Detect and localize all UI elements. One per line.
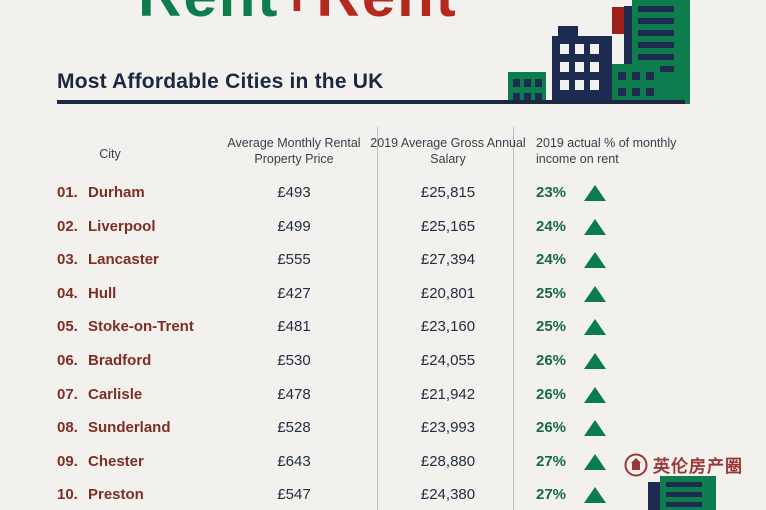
row-salary: £20,801 bbox=[420, 284, 476, 302]
row-city: Preston bbox=[88, 486, 144, 504]
row-city: Carlisle bbox=[88, 385, 143, 403]
row-percent: 27% bbox=[536, 452, 567, 470]
increase-arrow-icon bbox=[584, 319, 606, 336]
row-rent: £481 bbox=[277, 318, 311, 336]
brand-word-1: Rent bbox=[138, 0, 279, 29]
table-row: 04. Hull £427 £20,801 25% bbox=[0, 277, 766, 311]
row-percent: 24% bbox=[536, 217, 567, 235]
row-percent: 25% bbox=[536, 284, 567, 302]
table-row: 01. Durham £493 £25,815 23% bbox=[0, 176, 766, 210]
header-salary: 2019 Average Gross Annual Salary bbox=[370, 136, 526, 167]
table-row: 08. Sunderland £528 £23,993 26% bbox=[0, 411, 766, 445]
header-rent: Average Monthly Rental Property Price bbox=[227, 136, 361, 167]
table-row: 10. Preston £547 £24,380 27% bbox=[0, 478, 766, 510]
increase-arrow-icon bbox=[584, 185, 606, 201]
row-percent: 24% bbox=[536, 251, 567, 269]
row-city: Stoke-on-Trent bbox=[88, 318, 194, 336]
row-salary: £25,165 bbox=[420, 217, 476, 235]
table-row: 06. Bradford £530 £24,055 26% bbox=[0, 344, 766, 378]
row-rent: £478 bbox=[277, 385, 311, 403]
row-percent: 26% bbox=[536, 419, 567, 437]
row-salary: £28,880 bbox=[420, 452, 476, 470]
row-city: Bradford bbox=[88, 351, 152, 369]
header-city: City bbox=[99, 147, 121, 161]
row-rank: 01. bbox=[57, 184, 78, 201]
increase-arrow-icon bbox=[584, 420, 606, 437]
increase-arrow-icon bbox=[584, 386, 606, 403]
row-rank: 02. bbox=[57, 217, 78, 235]
increase-arrow-icon bbox=[584, 487, 606, 504]
increase-arrow-icon bbox=[584, 218, 606, 235]
table-row: 05. Stoke-on-Trent £481 £23,160 25% bbox=[0, 310, 766, 344]
row-city: Hull bbox=[88, 284, 117, 302]
row-rent: £528 bbox=[277, 419, 311, 437]
row-rank: 10. bbox=[57, 486, 78, 504]
row-salary: £23,160 bbox=[420, 318, 476, 336]
row-rent: £547 bbox=[277, 486, 311, 504]
row-rank: 09. bbox=[57, 452, 78, 470]
row-rank: 03. bbox=[57, 251, 78, 269]
brand-plus: + bbox=[279, 0, 316, 29]
row-rank: 05. bbox=[57, 318, 78, 336]
column-divider bbox=[513, 127, 514, 510]
row-percent: 23% bbox=[536, 184, 567, 201]
row-rank: 08. bbox=[57, 419, 78, 437]
row-city: Lancaster bbox=[88, 251, 159, 269]
table-row: 07. Carlisle £478 £21,942 26% bbox=[0, 378, 766, 412]
table-row: 09. Chester £643 £28,880 27% bbox=[0, 445, 766, 479]
row-percent: 25% bbox=[536, 318, 567, 336]
row-rank: 07. bbox=[57, 385, 78, 403]
row-rent: £530 bbox=[277, 351, 311, 369]
row-city: Liverpool bbox=[88, 217, 156, 235]
table-row: 02. Liverpool £499 £25,165 24% bbox=[0, 210, 766, 244]
row-rent: £499 bbox=[277, 217, 311, 235]
page-title: Most Affordable Cities in the UK bbox=[57, 70, 384, 93]
increase-arrow-icon bbox=[584, 252, 606, 269]
row-salary: £24,380 bbox=[420, 486, 476, 504]
increase-arrow-icon bbox=[584, 285, 606, 302]
row-rent: £493 bbox=[277, 184, 311, 201]
brand-word-2: Rent bbox=[316, 0, 457, 29]
city-buildings-illustration bbox=[508, 0, 690, 104]
corner-building-illustration bbox=[648, 476, 716, 510]
row-salary: £24,055 bbox=[420, 351, 476, 369]
watermark-logo-icon bbox=[624, 453, 648, 476]
row-rent: £643 bbox=[277, 452, 311, 470]
row-salary: £25,815 bbox=[420, 184, 476, 201]
row-city: Durham bbox=[88, 184, 145, 201]
row-percent: 26% bbox=[536, 351, 567, 369]
row-rank: 06. bbox=[57, 351, 78, 369]
column-divider bbox=[377, 127, 378, 510]
increase-arrow-icon bbox=[584, 453, 606, 470]
row-salary: £23,993 bbox=[420, 419, 476, 437]
row-percent: 27% bbox=[536, 486, 567, 504]
row-city: Chester bbox=[88, 452, 144, 470]
header-percent: 2019 actual % of monthly income on rent bbox=[536, 136, 677, 167]
row-salary: £21,942 bbox=[420, 385, 476, 403]
table-body: 01. Durham £493 £25,815 23% 02. Liverpoo… bbox=[0, 176, 766, 510]
table-row: 03. Lancaster £555 £27,394 24% bbox=[0, 243, 766, 277]
watermark: 英伦房产圈 bbox=[624, 452, 743, 477]
row-city: Sunderland bbox=[88, 419, 171, 437]
row-rank: 04. bbox=[57, 284, 78, 302]
row-salary: £27,394 bbox=[420, 251, 476, 269]
increase-arrow-icon bbox=[584, 352, 606, 369]
row-rent: £555 bbox=[277, 251, 311, 269]
title-divider bbox=[57, 100, 685, 104]
watermark-text: 英伦房产圈 bbox=[653, 457, 743, 476]
brand-logo: Rent+Rent bbox=[138, 0, 458, 26]
row-rent: £427 bbox=[277, 284, 311, 302]
row-percent: 26% bbox=[536, 385, 567, 403]
